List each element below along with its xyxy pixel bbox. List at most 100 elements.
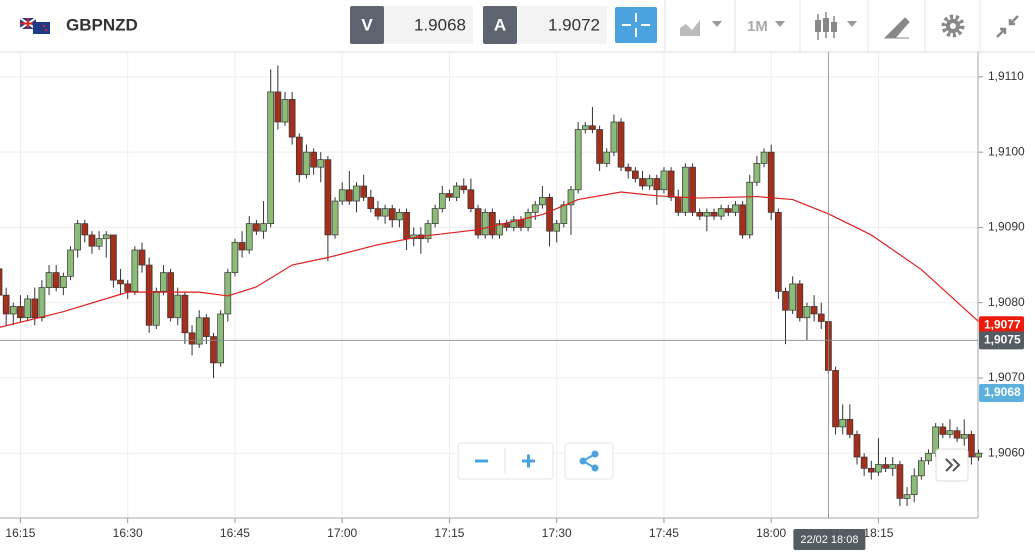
candle-body	[424, 223, 432, 240]
candle-body	[746, 181, 754, 236]
candle-body	[167, 272, 174, 319]
candle-body	[460, 185, 468, 191]
settings-button[interactable]	[941, 14, 965, 38]
crosshair-icon	[622, 13, 650, 37]
candle-body	[281, 99, 289, 123]
candle-body	[732, 204, 739, 213]
candle-body	[603, 151, 611, 164]
caret	[712, 21, 722, 27]
candle-body	[403, 212, 410, 240]
candle-body	[617, 121, 625, 168]
candle-body	[667, 170, 675, 198]
x-tick-label: 17:30	[542, 526, 572, 540]
crosshair-time-label: 22/02 18:08	[800, 534, 858, 546]
share-box	[564, 442, 614, 480]
candle-body	[653, 178, 661, 191]
candle-body	[396, 212, 403, 221]
share-dot	[591, 450, 599, 458]
candle-body	[960, 434, 968, 439]
timeframe[interactable]: 1M	[747, 18, 768, 35]
ask-button[interactable]	[483, 6, 517, 44]
candle-body	[639, 178, 646, 187]
x-tick-label: 16:15	[5, 526, 35, 540]
bid-box	[384, 6, 473, 44]
candle-type-button[interactable]	[815, 12, 857, 40]
y-tick-label: 1,9080	[988, 295, 1025, 309]
crosshair-button[interactable]	[615, 7, 657, 43]
candle-body	[195, 317, 203, 345]
x-tick-label: 18:15	[863, 526, 893, 540]
candle-body	[703, 212, 711, 217]
candle-body	[760, 151, 768, 164]
candle-body	[803, 306, 811, 319]
candle-body	[810, 306, 818, 315]
scroll-right-icon	[945, 458, 961, 472]
candle-body	[660, 170, 668, 191]
candle-body	[596, 129, 603, 164]
candle-body	[38, 287, 46, 319]
candle-icon	[831, 22, 837, 32]
candle-body	[210, 336, 217, 364]
zoom-in-button[interactable]	[522, 454, 535, 468]
candle-body	[24, 298, 31, 319]
candle-body	[267, 91, 275, 224]
candle-body	[260, 223, 267, 232]
candle-body	[31, 298, 39, 319]
bid-price: 1.9068	[414, 15, 466, 34]
candle-body	[438, 193, 446, 209]
x-tick-label: 16:45	[220, 526, 250, 540]
candle-body	[346, 189, 353, 202]
share-button[interactable]	[579, 450, 599, 472]
candle-body	[203, 317, 210, 337]
candle-body	[95, 238, 103, 247]
price-badge	[979, 331, 1024, 350]
candle-body	[131, 249, 139, 292]
candle-body	[496, 223, 503, 236]
candle-body	[303, 151, 310, 176]
candle-body	[782, 291, 789, 311]
candle-body	[610, 121, 618, 153]
candle-body	[145, 264, 153, 326]
candle-body	[524, 212, 532, 228]
candle-body	[224, 272, 232, 315]
candle-body	[274, 91, 282, 123]
candle-icon	[815, 20, 821, 32]
candle-body	[152, 291, 160, 326]
candle-body	[710, 212, 718, 217]
candle-body	[338, 189, 346, 202]
candle-body	[374, 208, 382, 217]
candle-body	[789, 283, 797, 311]
candle-body	[295, 136, 303, 176]
candle-body	[674, 196, 682, 213]
candle-body	[310, 151, 317, 168]
share-dot	[579, 457, 587, 465]
candle-body	[910, 475, 918, 496]
candle-body	[517, 219, 525, 228]
gear-teeth	[941, 14, 965, 38]
bid-button[interactable]	[350, 6, 384, 44]
candle-body	[589, 125, 596, 130]
candle-body	[796, 283, 804, 319]
chart-type-button[interactable]	[680, 20, 722, 36]
candle-body	[9, 306, 17, 315]
candle-body	[774, 212, 782, 292]
candle-body	[45, 272, 53, 288]
draw-tool-icon[interactable]	[883, 17, 910, 39]
candle-body	[0, 268, 3, 296]
collapse-icon[interactable]	[996, 15, 1019, 38]
candle-body	[431, 208, 439, 224]
candle-body	[724, 208, 732, 213]
candle-body	[567, 189, 575, 206]
crosshair-button-bg[interactable]	[615, 7, 657, 43]
gear-hole	[950, 23, 956, 29]
price-badge	[979, 316, 1024, 335]
candle-body	[317, 159, 325, 168]
candle-body	[102, 234, 110, 240]
y-tick-label: 1,9110	[988, 69, 1024, 83]
candle-body	[138, 249, 146, 266]
share-dot	[591, 464, 599, 472]
candle-body	[360, 185, 367, 198]
y-tick-label: 1,9070	[988, 370, 1025, 384]
caret	[847, 21, 857, 27]
